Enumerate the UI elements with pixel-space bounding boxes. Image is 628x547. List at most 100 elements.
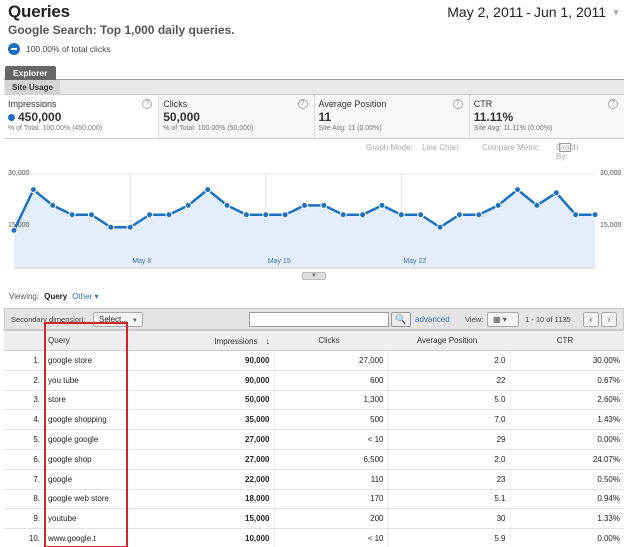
data-point [107,223,115,231]
prev-page-button[interactable]: ‹ [583,312,599,327]
series-dot-icon [8,113,15,121]
query-link[interactable]: you tube [44,370,126,391]
query-link[interactable]: store [44,390,126,411]
data-point [184,201,192,209]
next-page-button[interactable]: › [601,312,617,327]
average-position-cell: 2.0 [388,350,511,371]
graph-options: Graph Mode: Line Chart Compare Metric Gr… [4,143,624,161]
chart-resize-handle[interactable]: ▼ [302,272,326,280]
tab-site-usage[interactable]: Site Usage [5,80,60,95]
viewing-label: Viewing: [9,292,40,301]
impressions-cell: 27,000 [126,429,275,450]
calendar-icon[interactable] [559,143,571,152]
date-separator: - [526,4,531,20]
chart-svg [10,173,599,269]
header-query[interactable]: Query [44,330,126,351]
view-mode-select[interactable]: ▦ ▾ [487,312,519,327]
ctr-cell: 1.43% [510,409,624,431]
metric-label: Clicks [163,99,188,109]
data-point [397,211,405,219]
secondary-dimension-select[interactable]: Select... ▼ [93,312,143,327]
ctr-cell: 30.00% [510,350,624,371]
metric-value-text: 450,000 [18,110,62,124]
impressions-cell: 90,000 [126,350,275,371]
impressions-cell: 50,000 [126,390,275,411]
advanced-filter-link[interactable]: advanced [415,315,450,324]
table-header-row: Query Impressions ↓ Clicks Average Positi… [4,330,624,351]
header-clicks[interactable]: Clicks [274,330,388,351]
segment-toggle-icon[interactable] [8,43,20,55]
table-row[interactable]: 7. google 22,000 110 23 0.50% [4,469,624,490]
metric-label: Impressions [8,99,57,109]
query-link[interactable]: google shop [44,449,126,470]
graph-mode-value[interactable]: Line Chart [422,143,459,152]
help-icon[interactable]: ? [297,99,308,109]
tab-explorer[interactable]: Explorer [5,66,56,80]
data-point [572,211,580,219]
help-icon[interactable]: ? [142,99,153,109]
ctr-cell: 1.33% [510,508,624,530]
ctr-cell: 24.07% [510,449,624,470]
page-subtitle: Google Search: Top 1,000 daily queries. [8,23,235,37]
table-row[interactable]: 6. google shop 27,000 6,500 2.0 24.07% [4,449,624,470]
impressions-cell: 27,000 [126,449,275,470]
segment-percent: 100.00% of total clicks [26,44,111,54]
help-icon[interactable]: ? [452,99,463,109]
header-ctr[interactable]: CTR [510,330,624,351]
search-icon[interactable]: 🔍 [391,312,411,327]
table-toolbar: Secondary dimension: Select... ▼ 🔍 advanc… [4,308,624,330]
pagination-info: 1 - 10 of 1135 [525,315,571,324]
query-link[interactable]: youtube [44,508,126,530]
metric-impressions[interactable]: Impressions 450,000 % of Total: 100.00% … [4,95,160,138]
metric-average-position[interactable]: Average Position 11 Site Avg: 11 (0.00%)… [314,95,470,138]
table-row[interactable]: 1. google store 90,000 27,000 2.0 30.00% [4,350,624,371]
data-point [242,211,250,219]
header-average-position[interactable]: Average Position [388,330,510,351]
data-point [591,211,599,219]
header-index [4,330,44,351]
viewing-other-link[interactable]: Other ▾ [72,292,99,301]
date-range-picker[interactable]: May 2, 2011 - Jun 1, 2011 ▼ [447,4,620,20]
query-link[interactable]: google store [44,350,126,371]
metric-value: 450,000 [8,110,154,124]
impressions-cell: 15,000 [126,508,275,530]
query-link[interactable]: google google [44,429,126,450]
table-row[interactable]: 4. google shopping 35,000 500 7.0 1.43% [4,409,624,431]
sort-descending-icon: ↓ [265,335,271,346]
metric-clicks[interactable]: Clicks 50,000 % of Total: 100.00% (50,00… [159,95,315,138]
row-index: 5. [4,429,44,450]
data-point [262,211,270,219]
table-row[interactable]: 10. www.google.t 10,000 < 10 5.9 0.00% [4,528,624,547]
clicks-cell: 200 [274,508,389,530]
graph-mode-label: Graph Mode: [366,143,413,152]
average-position-cell: 5.9 [388,528,511,547]
clicks-cell: < 10 [274,429,389,450]
query-link[interactable]: google shopping [44,409,126,431]
impressions-cell: 35,000 [126,409,275,431]
row-index: 2. [4,370,44,391]
help-icon[interactable]: ? [608,99,618,109]
table-row[interactable]: 9. youtube 15,000 200 30 1.33% [4,508,624,530]
chevron-down-icon[interactable]: ▼ [612,7,620,17]
impressions-chart: 30,000 15,000 30,000 15,000 May 8 May 15 M… [4,160,628,280]
header-impressions[interactable]: Impressions ↓ [126,330,274,351]
row-index: 10. [4,528,44,547]
average-position-cell: 29 [388,429,511,450]
query-link[interactable]: google web store [44,489,126,510]
metric-ctr[interactable]: CTR 11.11% Site Avg: 11.11% (0.00%) ? [469,95,624,138]
compare-metric-link[interactable]: Compare Metric [482,143,539,152]
row-index: 9. [4,508,44,530]
x-tick-label: May 15 [267,258,291,265]
row-index: 8. [4,489,44,510]
tab-strip: Explorer [4,66,624,80]
table-row[interactable]: 2. you tube 90,000 600 22 0.67% [4,370,624,391]
table-row[interactable]: 5. google google 27,000 < 10 29 0.00% [4,429,624,450]
query-link[interactable]: google [44,469,126,490]
query-link[interactable]: www.google.t [44,528,126,547]
table-row[interactable]: 3. store 50,000 1,300 5.0 2.60% [4,390,624,411]
clicks-cell: 170 [274,489,389,510]
table-search-input[interactable] [249,312,389,327]
table-row[interactable]: 8. google web store 18,000 170 5.1 0.94% [4,489,624,510]
average-position-cell: 2.0 [388,449,511,470]
subtab-row: Site Usage [4,80,624,95]
